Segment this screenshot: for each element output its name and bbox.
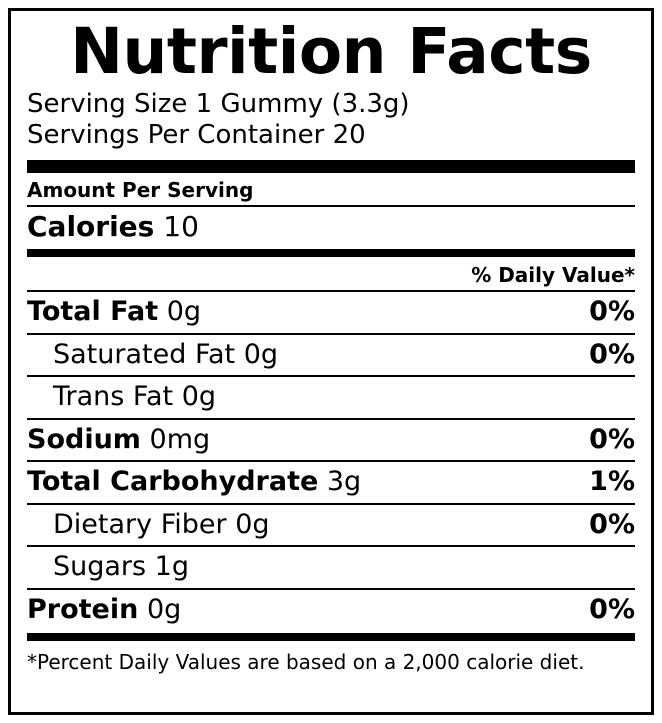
footnote-text: Percent Daily Values are based on a 2,00… <box>37 649 585 674</box>
divider-above-dietary-fiber <box>27 502 635 505</box>
saturated-fat-pct: 0% <box>589 338 635 370</box>
divider-above-trans-fat <box>27 375 635 378</box>
protein-pct: 0% <box>589 594 635 625</box>
row-dietary-fiber: Dietary Fiber 0g 0% <box>27 505 635 546</box>
divider-above-total-fat <box>27 290 635 293</box>
calories-value: 10 <box>163 210 199 244</box>
trans-fat-name: Trans Fat 0g <box>53 381 217 413</box>
label-panel: Nutrition Facts Serving Size 1 Gummy (3.… <box>8 8 654 715</box>
row-trans-fat: Trans Fat 0g <box>27 377 635 418</box>
protein-name: Protein 0g <box>27 594 182 625</box>
row-total-carbohydrate: Total Carbohydrate 3g 1% <box>27 462 635 503</box>
sodium-pct: 0% <box>589 423 635 455</box>
row-sodium: Sodium 0mg 0% <box>27 420 635 461</box>
sodium-name: Sodium 0mg <box>27 423 211 455</box>
divider-above-calories <box>27 205 635 208</box>
divider-above-saturated-fat <box>27 332 635 335</box>
row-total-fat: Total Fat 0g 0% <box>27 292 635 333</box>
row-saturated-fat: Saturated Fat 0g 0% <box>27 335 635 376</box>
divider-above-sugars <box>27 545 635 548</box>
daily-value-header: % Daily Value* <box>471 263 635 288</box>
dietary-fiber-name: Dietary Fiber 0g <box>53 508 270 540</box>
divider-above-protein <box>27 588 635 590</box>
sugars-name: Sugars 1g <box>53 551 190 583</box>
divider-above-sodium <box>27 417 635 420</box>
calories-label: Calories <box>27 210 155 244</box>
serving-size-line: Serving Size 1 Gummy (3.3g) <box>27 88 410 119</box>
divider-thick-top <box>27 160 635 174</box>
footnote-asterisk: * <box>27 649 37 674</box>
divider-below-protein <box>27 632 635 641</box>
total-fat-name: Total Fat 0g <box>27 296 202 328</box>
divider-above-total-carbohydrate <box>27 460 635 463</box>
total-carbohydrate-name: Total Carbohydrate 3g <box>27 466 362 498</box>
row-sugars: Sugars 1g <box>27 547 635 588</box>
servings-per-container-line: Servings Per Container 20 <box>27 120 366 151</box>
footnote: *Percent Daily Values are based on a 2,0… <box>27 643 635 674</box>
saturated-fat-name: Saturated Fat 0g <box>53 338 279 370</box>
amount-per-serving-label: Amount Per Serving <box>27 178 254 203</box>
calories-row: Calories 10 <box>27 207 635 247</box>
row-protein: Protein 0g 0% <box>27 590 635 631</box>
total-carbohydrate-pct: 1% <box>589 466 635 498</box>
total-fat-pct: 0% <box>589 296 635 328</box>
page-title: Nutrition Facts <box>70 15 592 88</box>
dietary-fiber-pct: 0% <box>589 508 635 540</box>
divider-below-calories <box>27 249 635 258</box>
